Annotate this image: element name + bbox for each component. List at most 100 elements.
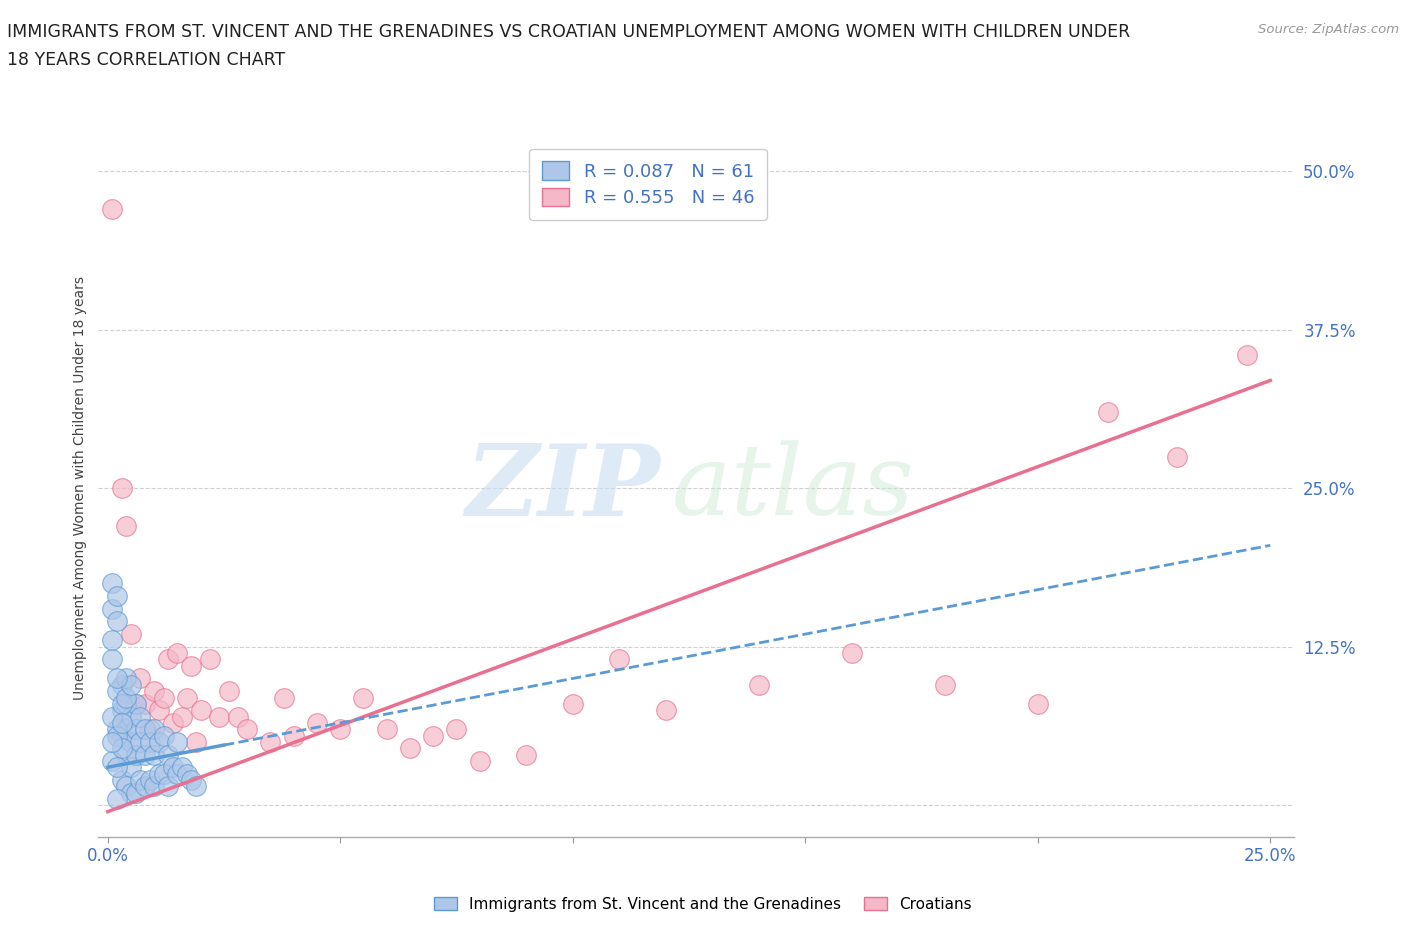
Point xyxy=(111,773,134,788)
Point xyxy=(115,697,138,711)
Point xyxy=(305,715,328,730)
Point xyxy=(105,614,128,629)
Point xyxy=(111,677,134,692)
Point xyxy=(138,735,160,750)
Point xyxy=(273,690,295,705)
Point xyxy=(148,703,170,718)
Point xyxy=(198,652,221,667)
Point xyxy=(115,747,138,762)
Point xyxy=(111,715,134,730)
Point xyxy=(105,760,128,775)
Point xyxy=(748,677,770,692)
Text: atlas: atlas xyxy=(672,441,915,536)
Point xyxy=(162,760,184,775)
Point xyxy=(1236,348,1258,363)
Point xyxy=(129,671,152,686)
Point xyxy=(124,697,146,711)
Point xyxy=(124,785,146,800)
Point xyxy=(180,658,202,673)
Point xyxy=(172,760,194,775)
Point xyxy=(120,677,142,692)
Point xyxy=(143,684,166,698)
Point xyxy=(176,690,198,705)
Point xyxy=(115,690,138,705)
Point xyxy=(1026,697,1049,711)
Point xyxy=(143,747,166,762)
Point xyxy=(129,709,152,724)
Point xyxy=(101,633,124,648)
Text: ZIP: ZIP xyxy=(465,440,661,537)
Point xyxy=(134,747,156,762)
Point xyxy=(105,589,128,604)
Text: 18 YEARS CORRELATION CHART: 18 YEARS CORRELATION CHART xyxy=(7,51,285,69)
Point xyxy=(184,778,207,793)
Point xyxy=(101,202,124,217)
Text: Source: ZipAtlas.com: Source: ZipAtlas.com xyxy=(1258,23,1399,36)
Point xyxy=(105,684,128,698)
Point xyxy=(184,735,207,750)
Point xyxy=(152,690,174,705)
Point xyxy=(120,735,142,750)
Point xyxy=(124,722,146,737)
Point xyxy=(101,652,124,667)
Point xyxy=(218,684,240,698)
Legend: R = 0.087   N = 61, R = 0.555   N = 46: R = 0.087 N = 61, R = 0.555 N = 46 xyxy=(530,149,766,219)
Point xyxy=(934,677,956,692)
Point xyxy=(607,652,630,667)
Point xyxy=(111,481,134,496)
Point xyxy=(101,709,124,724)
Point xyxy=(129,735,152,750)
Point xyxy=(1097,405,1119,419)
Point xyxy=(157,778,180,793)
Point xyxy=(152,728,174,743)
Y-axis label: Unemployment Among Women with Children Under 18 years: Unemployment Among Women with Children U… xyxy=(73,276,87,700)
Point xyxy=(138,722,160,737)
Point xyxy=(561,697,583,711)
Point xyxy=(143,722,166,737)
Point xyxy=(101,576,124,591)
Point xyxy=(176,766,198,781)
Point xyxy=(111,741,134,756)
Legend: Immigrants from St. Vincent and the Grenadines, Croatians: Immigrants from St. Vincent and the Gren… xyxy=(427,890,979,918)
Point xyxy=(1166,449,1188,464)
Point xyxy=(446,722,468,737)
Point xyxy=(105,671,128,686)
Point xyxy=(120,785,142,800)
Point xyxy=(134,778,156,793)
Point xyxy=(105,791,128,806)
Point xyxy=(283,728,305,743)
Point xyxy=(148,735,170,750)
Point xyxy=(399,741,422,756)
Point xyxy=(120,760,142,775)
Point xyxy=(115,722,138,737)
Point xyxy=(166,645,188,660)
Point xyxy=(120,627,142,642)
Point xyxy=(655,703,678,718)
Point xyxy=(172,709,194,724)
Point xyxy=(129,773,152,788)
Point xyxy=(841,645,863,660)
Point xyxy=(101,602,124,617)
Point xyxy=(152,766,174,781)
Point xyxy=(515,747,537,762)
Point xyxy=(124,697,146,711)
Point xyxy=(157,652,180,667)
Point xyxy=(422,728,444,743)
Point xyxy=(162,715,184,730)
Point xyxy=(468,753,491,768)
Point xyxy=(166,766,188,781)
Point xyxy=(166,735,188,750)
Point xyxy=(105,722,128,737)
Point xyxy=(111,728,134,743)
Point xyxy=(115,778,138,793)
Point xyxy=(134,722,156,737)
Point xyxy=(208,709,231,724)
Point xyxy=(157,747,180,762)
Point xyxy=(259,735,281,750)
Point xyxy=(190,703,212,718)
Point xyxy=(375,722,398,737)
Point xyxy=(138,773,160,788)
Point xyxy=(101,753,124,768)
Point xyxy=(111,697,134,711)
Point xyxy=(105,728,128,743)
